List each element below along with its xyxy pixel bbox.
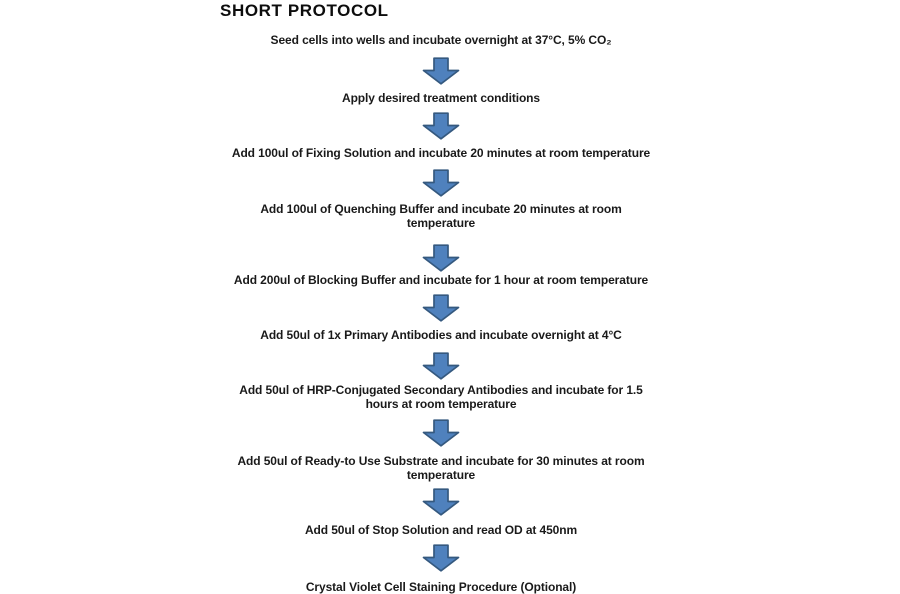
down-arrow-shape [422, 169, 460, 197]
down-arrow-icon [422, 244, 460, 272]
down-arrow-icon [422, 352, 460, 380]
down-arrow-shape [422, 488, 460, 516]
down-arrow-icon [422, 419, 460, 447]
down-arrow-shape [422, 244, 460, 272]
protocol-step-10: Crystal Violet Cell Staining Procedure (… [305, 580, 577, 594]
protocol-step-6: Add 50ul of 1x Primary Antibodies and in… [260, 328, 622, 342]
protocol-step-2: Apply desired treatment conditions [342, 91, 540, 105]
down-arrow-shape [422, 419, 460, 447]
protocol-step-5: Add 200ul of Blocking Buffer and incubat… [233, 273, 649, 287]
protocol-step-8: Add 50ul of Ready-to Use Substrate and i… [237, 454, 645, 482]
down-arrow-icon [422, 294, 460, 322]
down-arrow-icon [422, 544, 460, 572]
protocol-flowchart: Seed cells into wells and incubate overn… [141, 0, 741, 594]
protocol-step-1: Seed cells into wells and incubate overn… [270, 33, 612, 47]
down-arrow-shape [422, 57, 460, 85]
protocol-step-3: Add 100ul of Fixing Solution and incubat… [231, 146, 651, 160]
protocol-step-9: Add 50ul of Stop Solution and read OD at… [304, 523, 578, 537]
down-arrow-icon [422, 488, 460, 516]
down-arrow-icon [422, 169, 460, 197]
down-arrow-shape [422, 294, 460, 322]
down-arrow-icon [422, 112, 460, 140]
protocol-step-4: Add 100ul of Quenching Buffer and incuba… [260, 202, 622, 230]
protocol-step-7: Add 50ul of HRP-Conjugated Secondary Ant… [239, 383, 643, 411]
down-arrow-shape [422, 544, 460, 572]
protocol-title: SHORT PROTOCOL [220, 1, 389, 20]
down-arrow-shape [422, 112, 460, 140]
down-arrow-shape [422, 352, 460, 380]
down-arrow-icon [422, 57, 460, 85]
